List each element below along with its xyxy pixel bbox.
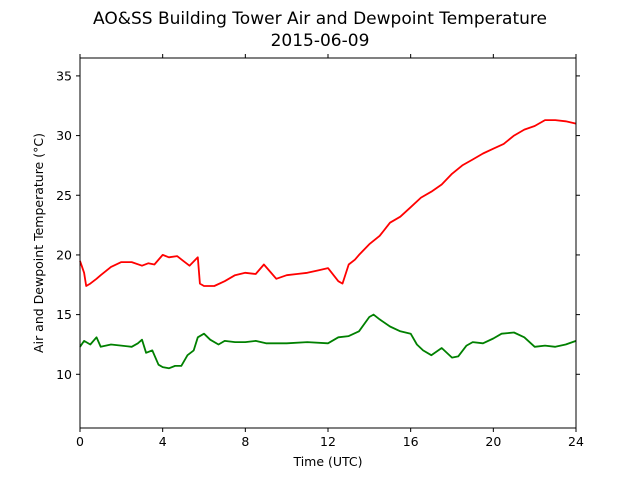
x-tick-label: 0 [76,434,84,449]
y-tick-label: 35 [56,68,72,83]
y-tick-label: 30 [56,128,72,143]
x-tick-label: 24 [568,434,584,449]
ticks-layer: 0 4 8 12 16 20 24 10 15 20 25 30 35 [56,54,584,449]
y-tick-label: 25 [56,188,72,203]
series-line-1 [79,313,577,370]
series-line-0 [79,119,577,287]
x-axis-label: Time (UTC) [292,454,362,469]
y-tick-label: 20 [56,247,72,262]
chart-title: AO&SS Building Tower Air and Dewpoint Te… [93,9,547,29]
x-tick-label: 12 [320,434,336,449]
x-tick-label: 16 [403,434,419,449]
plot-area: 0 4 8 12 16 20 24 10 15 20 25 30 35 [56,54,584,449]
x-tick-label: 8 [241,434,249,449]
x-tick-label: 20 [485,434,501,449]
plot-frame [79,57,577,429]
series-layer [79,119,577,370]
y-tick-label: 10 [56,367,72,382]
y-tick-label: 15 [56,307,72,322]
chart-subtitle: 2015-06-09 [271,31,370,51]
y-axis-label: Air and Dewpoint Temperature (°C) [31,133,46,353]
x-tick-label: 4 [159,434,167,449]
